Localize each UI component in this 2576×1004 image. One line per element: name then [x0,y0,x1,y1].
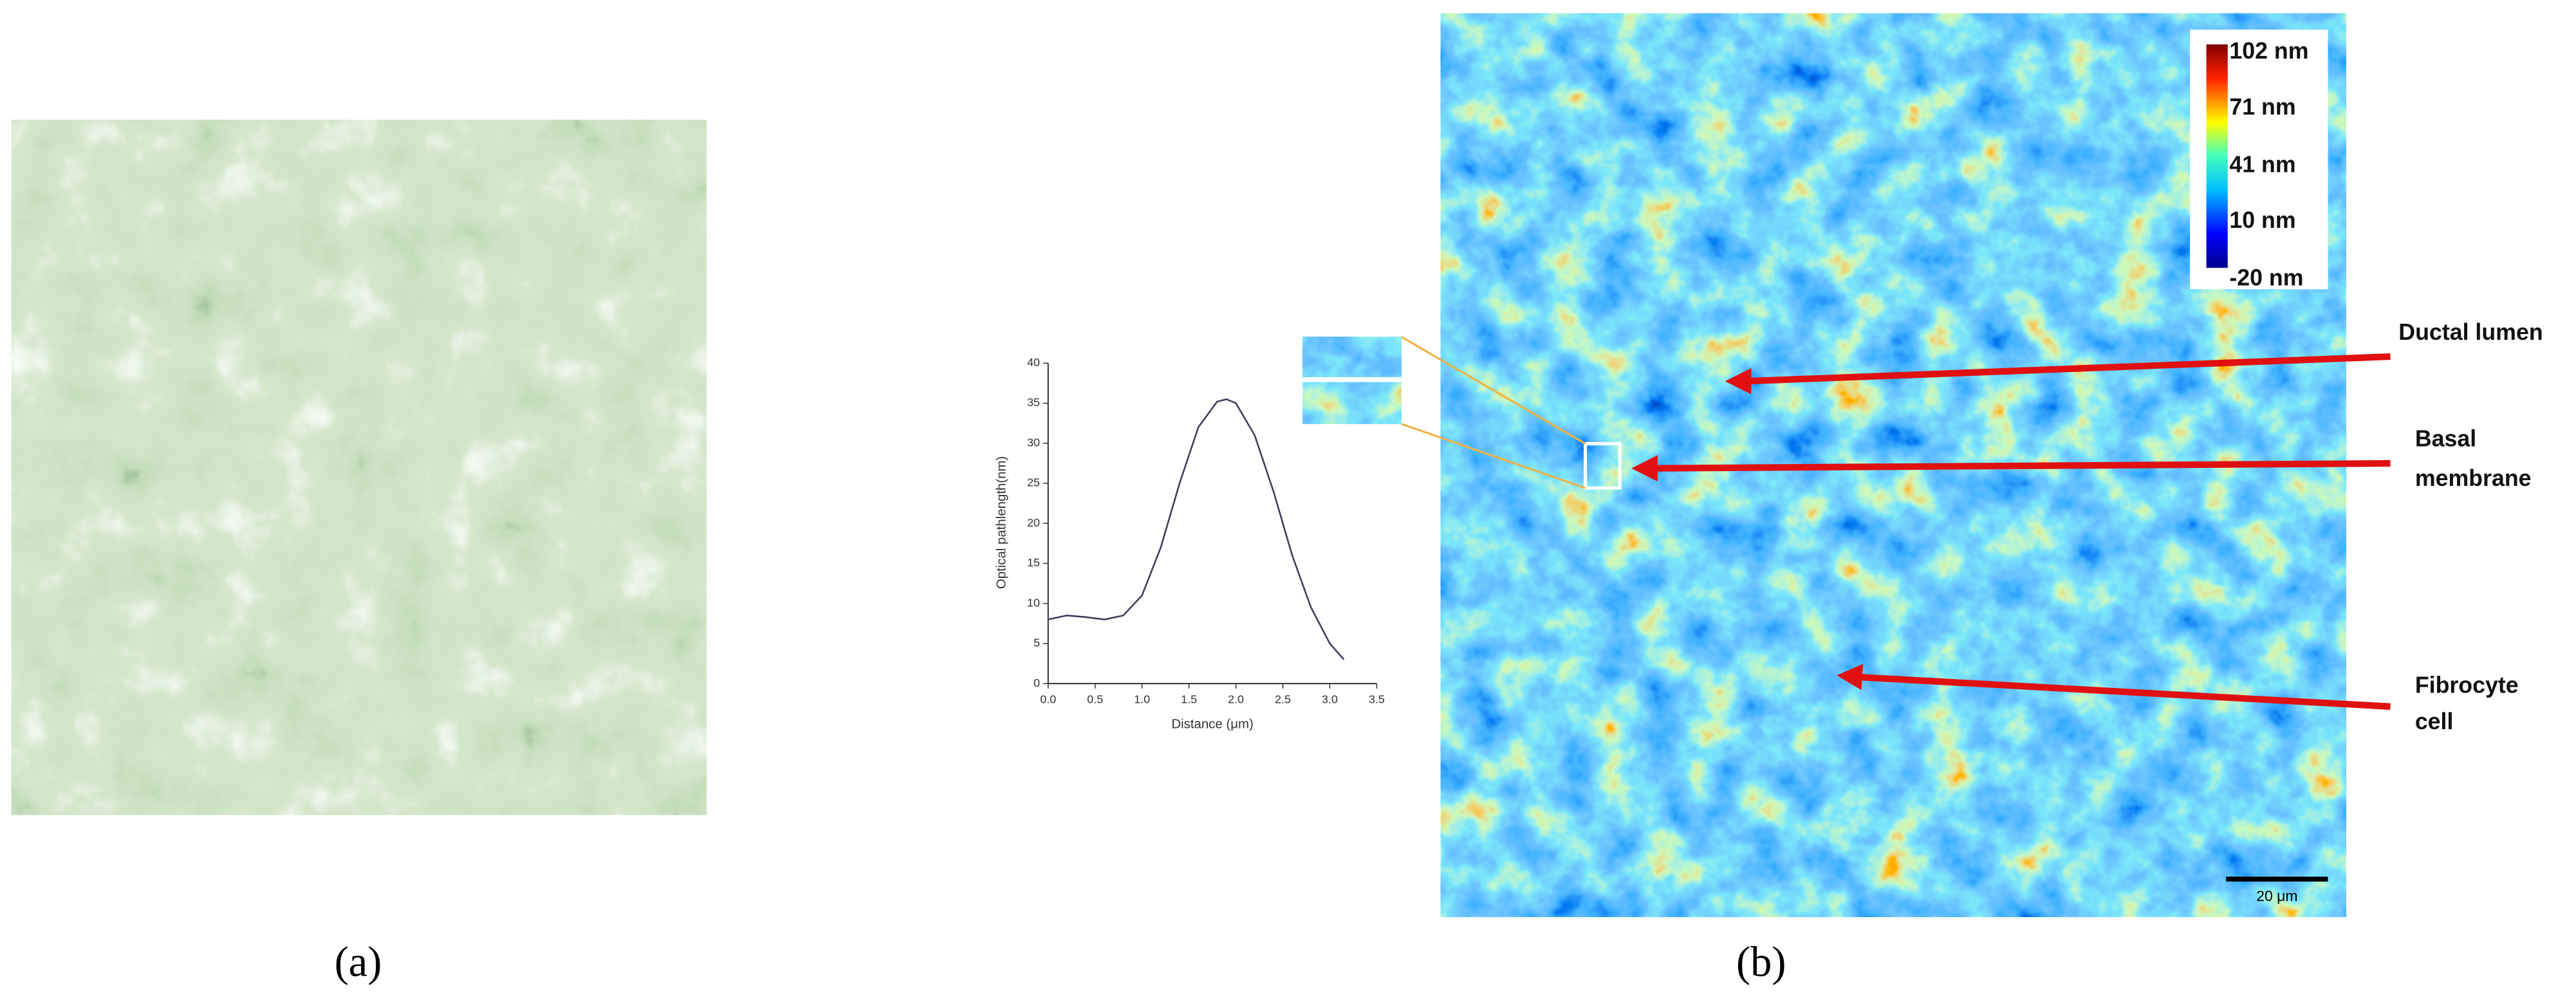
profile-line [1048,398,1345,660]
y-tick-label: 35 [1027,396,1040,409]
y-tick-label: 20 [1027,516,1040,529]
y-axis-label: Optical pathlength(nm) [995,456,1009,589]
arrow [1651,460,2391,472]
y-tick-label: 5 [1033,637,1040,649]
colorbar [2206,44,2228,268]
arrowhead [1631,455,1658,482]
y-tick-label: 10 [1027,596,1040,609]
colorbar-label: 102 nm [2229,38,2308,64]
arrow [1856,673,2391,710]
annotation: Ductal lumen [2398,319,2543,345]
x-tick-label: 1.5 [1181,693,1197,705]
profile-chart: Distance (μm) Optical pathlength(nm) 0 5 1… [995,356,1385,731]
colorbar-label: 71 nm [2229,94,2295,120]
x-axis-label: Distance (μm) [1171,717,1253,731]
x-tick-label: 0.0 [1040,693,1056,705]
x-tick-label: 2.5 [1275,693,1291,705]
x-tick-label: 1.0 [1134,693,1150,705]
x-tick-label: 3.0 [1322,693,1338,705]
arrow [1745,353,2391,385]
arrowhead [1837,664,1864,691]
colorbar-label: 10 nm [2229,207,2295,233]
colorbar-label: -20 nm [2229,265,2303,291]
x-tick-label: 3.5 [1369,693,1385,705]
brightfield-image [11,120,707,815]
x-tick-label: 2.0 [1228,693,1244,705]
arrows [1631,353,2391,710]
y-tick-label: 15 [1027,556,1040,569]
y-tick-label: 30 [1027,436,1040,449]
scale-bar-label: 20 μm [2256,888,2297,904]
y-tick-label: 40 [1027,356,1040,369]
connector [1400,336,1586,445]
arrowhead [1725,367,1752,395]
annotation: Basal [2415,426,2476,452]
connector [1401,423,1586,489]
x-tick-label: 0.5 [1087,693,1103,705]
colorbar-label: 41 nm [2229,151,2295,177]
annotation: Fibrocyte [2415,673,2519,698]
y-tick-label: 0 [1033,676,1040,689]
panel-label: (a) [335,938,382,985]
y-tick-label: 25 [1027,476,1040,489]
roi-box [1584,442,1622,490]
panel-label: (b) [1736,938,1786,985]
annotation: cell [2415,709,2454,734]
annotation: membrane [2415,465,2532,491]
